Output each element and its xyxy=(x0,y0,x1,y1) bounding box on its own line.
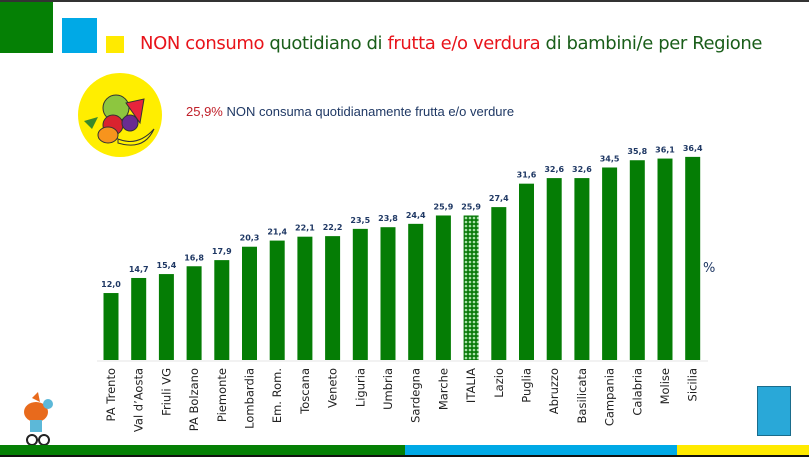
data-label: 22,1 xyxy=(295,224,315,233)
bar-sardegna xyxy=(408,223,424,360)
bar-friuli-vg xyxy=(158,274,174,360)
data-label: 32,6 xyxy=(572,165,592,174)
category-label: Sardegna xyxy=(409,368,423,423)
bar-italia xyxy=(463,215,479,360)
data-label: 35,8 xyxy=(627,147,647,156)
data-label: 21,4 xyxy=(267,228,287,237)
summary-label: NON consuma quotidianamente frutta e/o v… xyxy=(222,104,515,119)
fox-cyclist-icon xyxy=(24,392,53,446)
data-label: 24,4 xyxy=(406,211,426,220)
stripe-blue xyxy=(405,445,677,455)
category-label: Marche xyxy=(436,368,450,410)
bar-em-rom- xyxy=(269,240,285,360)
bar-molise xyxy=(657,158,673,360)
data-label: 34,5 xyxy=(600,154,620,163)
data-label: 36,4 xyxy=(683,144,703,153)
bar-calabria xyxy=(629,160,645,360)
data-label: 31,6 xyxy=(517,171,537,180)
bar-val-d-aosta xyxy=(131,277,147,360)
title-part: quotidiano di xyxy=(264,33,388,54)
category-label: PA Bolzano xyxy=(187,368,201,431)
bar-sicilia xyxy=(685,156,701,360)
bottom-border xyxy=(0,455,809,457)
category-label: Toscana xyxy=(298,368,312,415)
category-label: Val d’Aosta xyxy=(132,368,146,432)
bar-basilicata xyxy=(574,178,590,360)
blue-square xyxy=(62,18,97,53)
bar-pa-bolzano xyxy=(186,266,202,360)
data-label: 12,0 xyxy=(101,280,121,289)
green-square xyxy=(0,2,53,53)
unit-label: % xyxy=(703,261,715,276)
data-label: 32,6 xyxy=(544,165,564,174)
bar-abruzzo xyxy=(546,178,562,360)
category-label: Veneto xyxy=(326,368,340,408)
data-label: 25,9 xyxy=(434,202,454,211)
data-label: 23,5 xyxy=(350,216,370,225)
stripe-green xyxy=(0,445,405,455)
fruit-basket-icon xyxy=(78,73,162,157)
bar-toscana xyxy=(297,236,313,360)
data-label: 27,4 xyxy=(489,194,509,203)
category-label: Puglia xyxy=(520,368,534,403)
bar-campania xyxy=(602,167,618,360)
bar-puglia xyxy=(519,183,534,360)
data-label: 15,4 xyxy=(157,261,177,270)
category-label: Abruzzo xyxy=(547,368,561,414)
title-part: NON consumo xyxy=(140,33,265,54)
category-label: PA Trento xyxy=(104,368,118,421)
top-border xyxy=(0,0,809,2)
bar-marche xyxy=(435,215,451,360)
data-label: 20,3 xyxy=(240,234,260,243)
category-label: Molise xyxy=(658,368,672,404)
category-label: Sicilia xyxy=(686,368,700,401)
data-label: 36,1 xyxy=(655,146,675,155)
category-label: Umbria xyxy=(381,368,395,410)
bar-veneto xyxy=(325,236,341,360)
data-label: 23,8 xyxy=(378,214,398,223)
page-title: NON consumo quotidiano di frutta e/o ver… xyxy=(140,33,763,54)
data-label: 17,9 xyxy=(212,247,232,256)
category-label: Em. Rom. xyxy=(270,368,284,423)
okkio-alla-salute-logo xyxy=(757,386,791,436)
yellow-square xyxy=(106,36,124,53)
bar-piemonte xyxy=(214,260,230,360)
title-part: frutta e/o verdura xyxy=(387,33,541,54)
title-part: di bambini/e per Regione xyxy=(540,33,763,54)
category-label: Lazio xyxy=(492,368,506,398)
data-label: 16,8 xyxy=(184,253,204,262)
category-label: Liguria xyxy=(353,368,367,407)
bar-umbria xyxy=(380,227,396,360)
category-label: Piemonte xyxy=(215,368,229,422)
bar-lazio xyxy=(491,207,507,360)
category-label: Lombardia xyxy=(243,368,257,429)
bar-lombardia xyxy=(242,246,257,360)
summary-text: 25,9% NON consuma quotidianamente frutta… xyxy=(186,104,514,119)
data-label: 25,9 xyxy=(461,202,481,211)
summary-percent: 25,9% xyxy=(186,104,223,119)
data-label: 22,2 xyxy=(323,223,343,232)
data-label: 14,7 xyxy=(129,265,149,274)
category-label: Friuli VG xyxy=(159,368,173,416)
category-label: Basilicata xyxy=(575,368,589,423)
category-label: Campania xyxy=(603,368,617,426)
category-label: ITALIA xyxy=(464,368,478,403)
bar-liguria xyxy=(352,228,368,360)
stripe-yellow xyxy=(677,445,809,455)
bar-pa-trento xyxy=(103,293,119,360)
category-label: Calabria xyxy=(630,368,644,416)
